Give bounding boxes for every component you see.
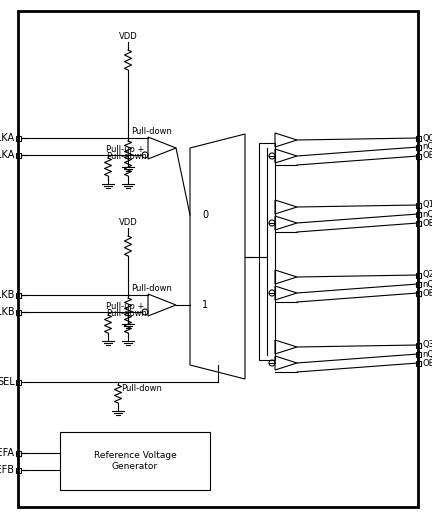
Text: Q0: Q0 <box>422 133 432 143</box>
Text: OE3: OE3 <box>422 358 432 367</box>
Text: nQ2: nQ2 <box>422 279 432 289</box>
Bar <box>416 272 420 278</box>
Bar <box>16 309 20 315</box>
Text: SEL: SEL <box>0 377 15 387</box>
Bar <box>416 342 420 348</box>
Bar <box>416 281 420 287</box>
Text: OE1: OE1 <box>422 218 432 228</box>
Bar <box>416 203 420 207</box>
Bar <box>416 154 420 158</box>
Text: 0: 0 <box>202 210 208 220</box>
Text: CLKB: CLKB <box>0 290 15 300</box>
Text: Pull-up +: Pull-up + <box>106 302 144 311</box>
Text: nQ0: nQ0 <box>422 143 432 152</box>
Text: Pull-up +: Pull-up + <box>106 145 144 154</box>
Bar <box>60 432 210 490</box>
Text: Pull-down: Pull-down <box>131 127 172 136</box>
Text: Reference Voltage
Generator: Reference Voltage Generator <box>94 451 176 470</box>
Text: VDD: VDD <box>119 218 137 227</box>
Bar <box>16 135 20 141</box>
Bar <box>16 379 20 384</box>
Text: Q3: Q3 <box>422 341 432 350</box>
Bar <box>416 135 420 141</box>
Text: Q2: Q2 <box>422 270 432 279</box>
Bar <box>416 361 420 366</box>
Text: 1: 1 <box>202 300 208 310</box>
Text: VREFB: VREFB <box>0 465 15 475</box>
Bar <box>16 153 20 157</box>
Text: nQ3: nQ3 <box>422 350 432 358</box>
Text: Pull-down: Pull-down <box>106 152 147 161</box>
Text: nCLKA: nCLKA <box>0 150 15 160</box>
Bar <box>416 144 420 150</box>
Bar <box>16 467 20 473</box>
Text: Q1: Q1 <box>422 201 432 209</box>
Text: nQ1: nQ1 <box>422 209 432 218</box>
Bar <box>416 212 420 217</box>
Text: OE2: OE2 <box>422 289 432 297</box>
Text: VDD: VDD <box>119 32 137 41</box>
Bar <box>416 352 420 356</box>
Text: VREFA: VREFA <box>0 448 15 458</box>
Text: nCLKB: nCLKB <box>0 307 15 317</box>
Bar <box>416 291 420 295</box>
Bar <box>416 220 420 226</box>
Bar <box>16 292 20 297</box>
Bar <box>16 451 20 455</box>
Bar <box>259 143 275 360</box>
Text: Pull-down: Pull-down <box>106 309 147 318</box>
Text: Pull-down: Pull-down <box>131 284 172 293</box>
Text: CLKA: CLKA <box>0 133 15 143</box>
Text: OE0: OE0 <box>422 152 432 160</box>
Text: Pull-down: Pull-down <box>121 384 162 393</box>
